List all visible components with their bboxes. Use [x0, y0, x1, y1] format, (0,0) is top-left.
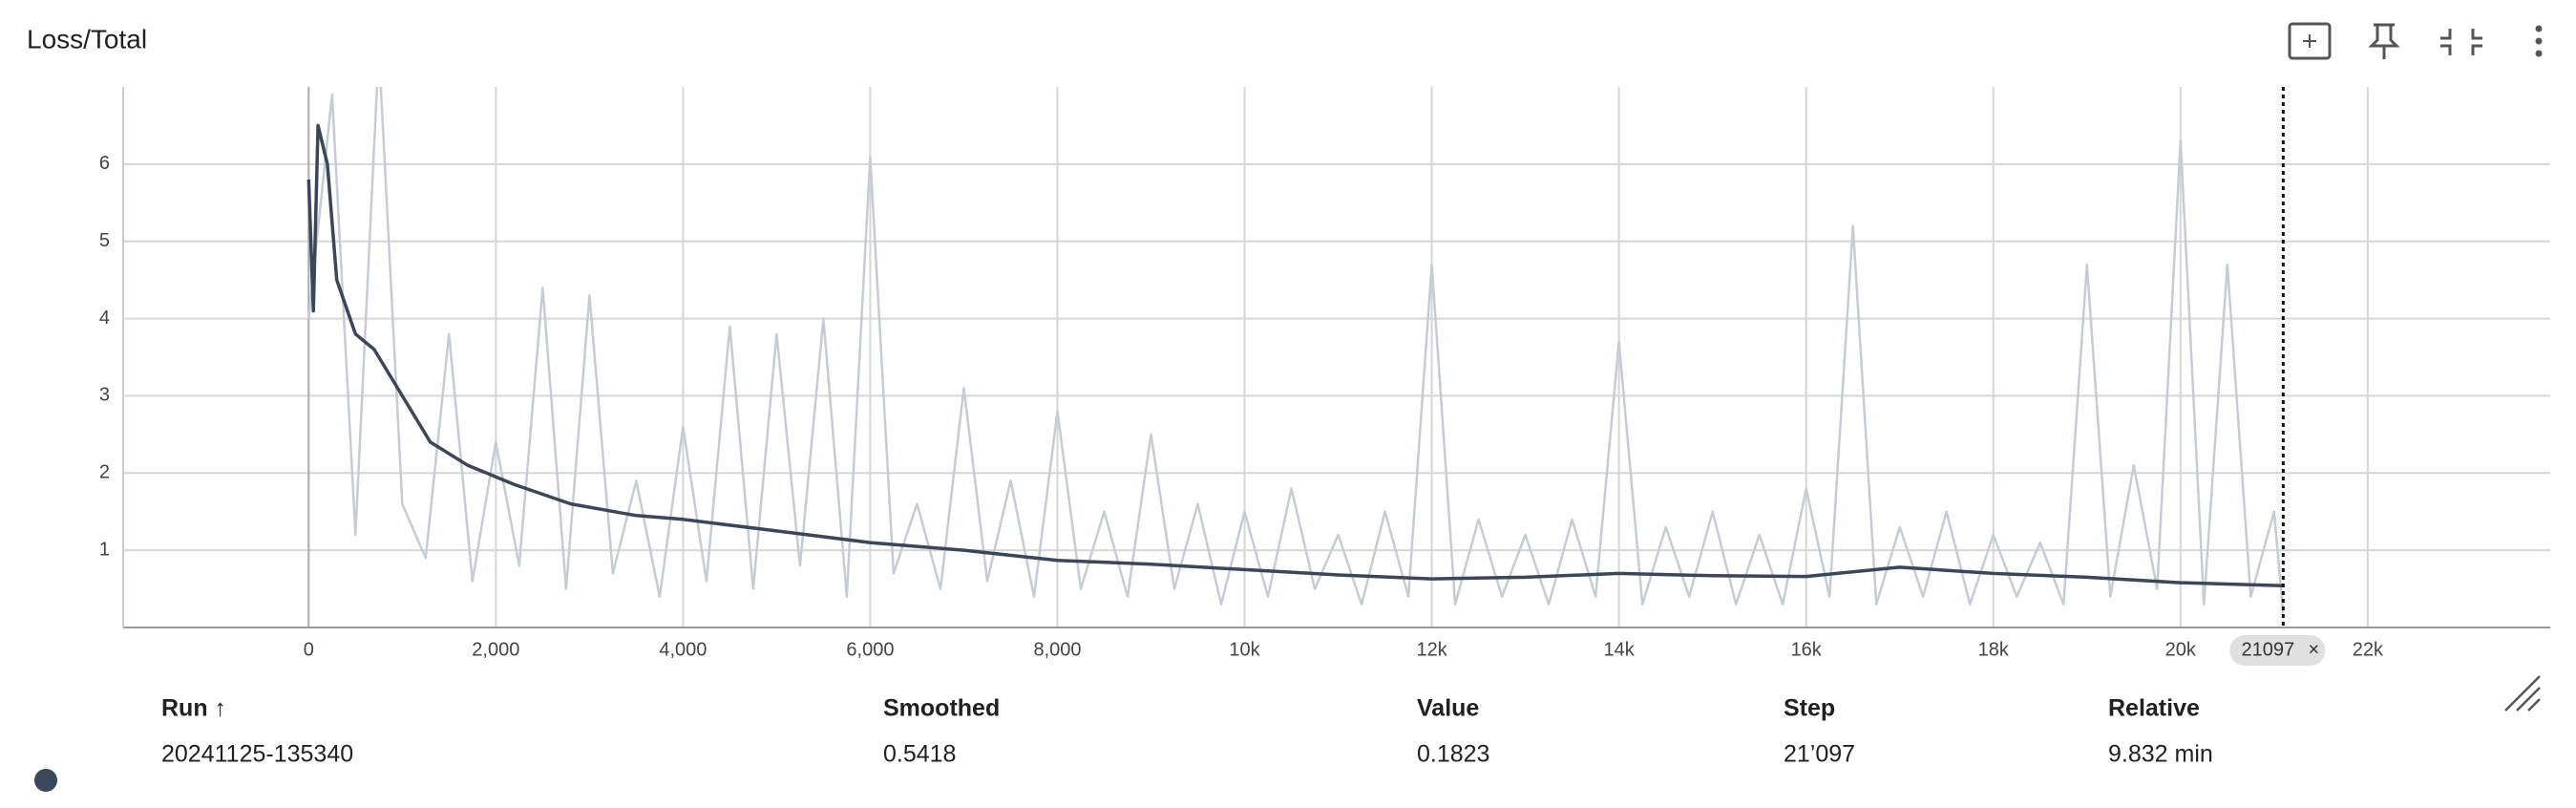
column-header: Value: [1417, 695, 1479, 722]
y-tick-label: 1: [99, 539, 110, 560]
cursor-close: ×: [2308, 639, 2319, 660]
table: Run ↑ Smoothed Value Step Relative 20241125-1…: [161, 695, 2213, 768]
x-tick-label: 2,000: [472, 639, 519, 660]
y-tick-label: 4: [99, 308, 110, 329]
run-color-dot[interactable]: [34, 769, 57, 792]
resize-handle[interactable]: [2504, 675, 2541, 712]
pin-button[interactable]: [2368, 23, 2400, 59]
column-header: Step: [1784, 695, 1835, 722]
x-tick-label: 18k: [1978, 639, 2010, 660]
x-tick-label: 12k: [1416, 639, 1447, 660]
column-header: Smoothed: [883, 695, 1000, 722]
table-cell: 0.1823: [1417, 741, 1489, 768]
x-tick-label: 22k: [2353, 639, 2384, 660]
table-cell: 21’097: [1784, 741, 1855, 768]
y-tick-label: 6: [99, 153, 110, 174]
table-cell: 9.832 min: [2108, 741, 2213, 768]
raw-line: [307, 87, 2285, 614]
smoothed-line: [306, 123, 2284, 587]
x-tick-label: 4,000: [659, 639, 707, 660]
table-cell: 0.5418: [883, 741, 956, 768]
x-tick-label: 20k: [2165, 639, 2197, 660]
x-tick-label: 0: [304, 639, 314, 660]
more-button[interactable]: [2535, 25, 2543, 57]
y-tick-label: 2: [99, 462, 110, 483]
y-tick-label: 3: [99, 385, 110, 406]
table-cell: 20241125-135340: [161, 741, 353, 768]
x-tick-label: 8,000: [1033, 639, 1081, 660]
fit-domain-button[interactable]: [2288, 22, 2332, 60]
card-title: Loss/Total: [27, 24, 147, 53]
collapse-button[interactable]: [2440, 29, 2482, 55]
cursor-chip: [2229, 635, 2326, 666]
x-tick-label: 6,000: [846, 639, 894, 660]
cursor-label: 21097: [2242, 639, 2295, 660]
plot: 1 2 3 4 5 6 0 2,000 4,000 6,000 8,000 10k 12k 14k 16k 1…: [99, 87, 2550, 666]
x-tick-label: 14k: [1604, 639, 1636, 660]
lines: [306, 87, 2285, 614]
x-tick-label: 16k: [1791, 639, 1823, 660]
y-tick-label: 5: [99, 230, 110, 251]
column-header: Run ↑: [161, 695, 226, 722]
column-header: Relative: [2108, 695, 2200, 722]
x-tick-label: 10k: [1229, 639, 1260, 660]
